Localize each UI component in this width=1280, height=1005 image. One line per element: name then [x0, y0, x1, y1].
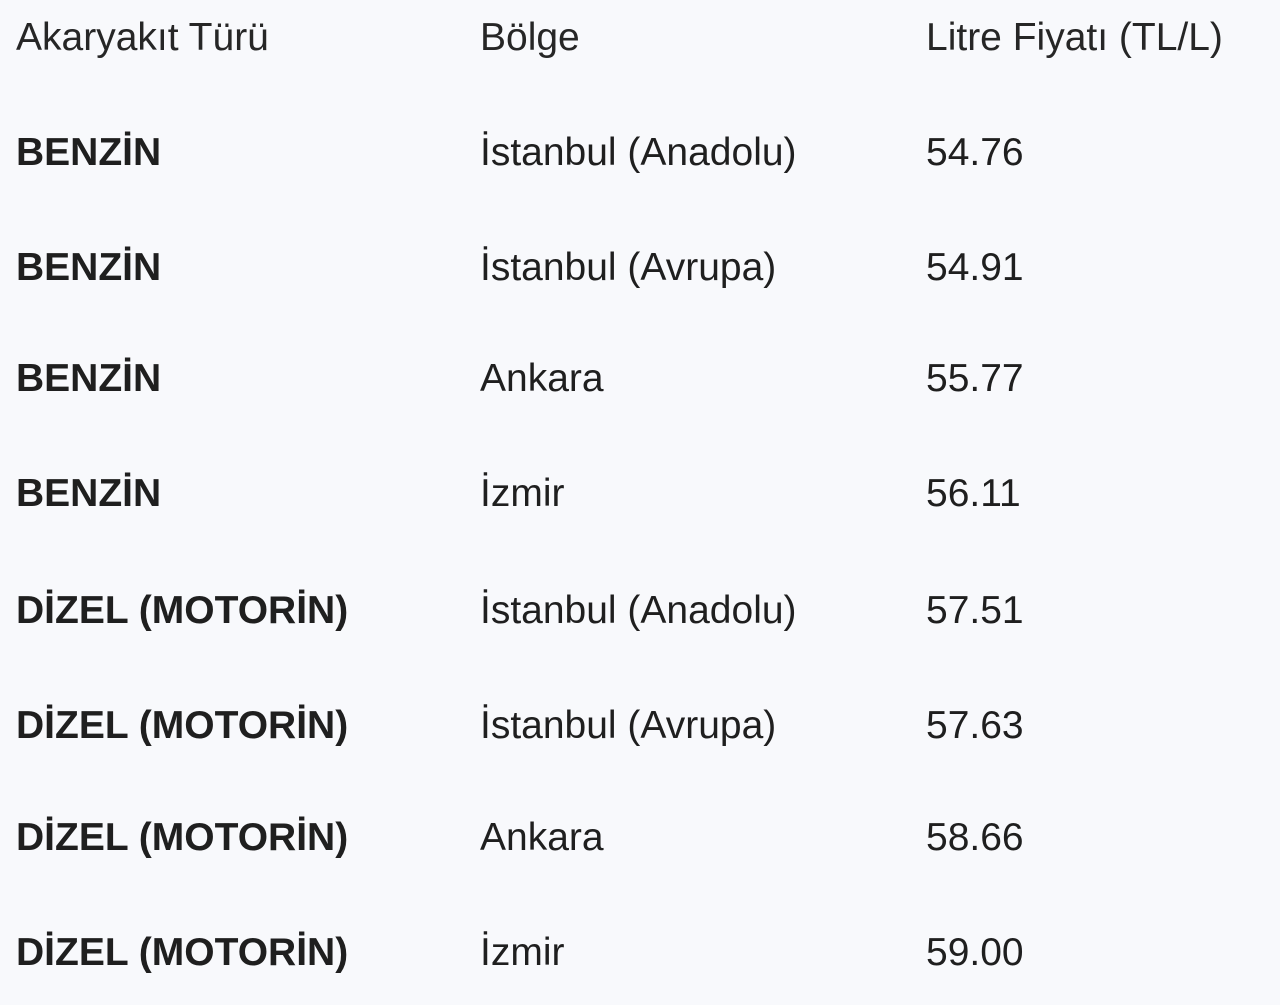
fuel-type-cell: DİZEL (MOTORİN) [16, 816, 349, 859]
fuel-type-cell: BENZİN [16, 357, 162, 400]
price-cell: 58.66 [926, 816, 1024, 859]
fuel-type-cell: BENZİN [16, 246, 162, 289]
header-fuel-type: Akaryakıt Türü [16, 16, 269, 59]
region-cell: Ankara [480, 816, 604, 859]
table-row: BENZİN İstanbul (Avrupa) 54.91 [0, 238, 1280, 298]
region-cell: İstanbul (Anadolu) [480, 131, 797, 174]
region-cell: İstanbul (Avrupa) [480, 246, 777, 289]
table-row: BENZİN Ankara 55.77 [0, 349, 1280, 409]
price-cell: 56.11 [926, 472, 1021, 515]
table-row: DİZEL (MOTORİN) Ankara 58.66 [0, 808, 1280, 868]
price-cell: 54.76 [926, 131, 1024, 174]
fuel-type-cell: DİZEL (MOTORİN) [16, 931, 349, 974]
fuel-type-cell: BENZİN [16, 472, 162, 515]
fuel-type-cell: DİZEL (MOTORİN) [16, 704, 349, 747]
price-cell: 59.00 [926, 931, 1024, 974]
header-region: Bölge [480, 16, 580, 59]
table-header-row: Akaryakıt Türü Bölge Litre Fiyatı (TL/L) [0, 8, 1280, 68]
table-row: DİZEL (MOTORİN) İstanbul (Avrupa) 57.63 [0, 696, 1280, 756]
table-row: BENZİN İzmir 56.11 [0, 464, 1280, 524]
price-cell: 57.51 [926, 589, 1024, 632]
price-cell: 54.91 [926, 246, 1024, 289]
header-price: Litre Fiyatı (TL/L) [926, 16, 1223, 59]
table-row: DİZEL (MOTORİN) İstanbul (Anadolu) 57.51 [0, 581, 1280, 641]
price-cell: 55.77 [926, 357, 1024, 400]
region-cell: İstanbul (Avrupa) [480, 704, 777, 747]
fuel-type-cell: BENZİN [16, 131, 162, 174]
fuel-type-cell: DİZEL (MOTORİN) [16, 589, 349, 632]
region-cell: İstanbul (Anadolu) [480, 589, 797, 632]
region-cell: İzmir [480, 931, 565, 974]
region-cell: Ankara [480, 357, 604, 400]
table-row: DİZEL (MOTORİN) İzmir 59.00 [0, 923, 1280, 983]
region-cell: İzmir [480, 472, 565, 515]
price-cell: 57.63 [926, 704, 1024, 747]
table-row: BENZİN İstanbul (Anadolu) 54.76 [0, 123, 1280, 183]
